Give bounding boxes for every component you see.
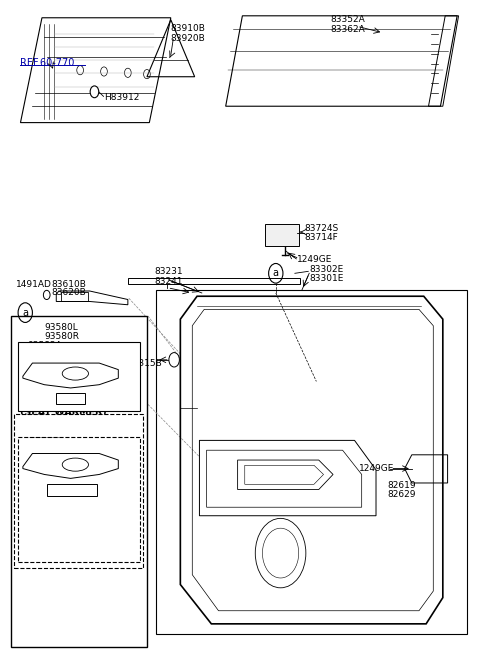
Circle shape (169, 353, 180, 367)
Text: H83912: H83912 (104, 93, 139, 102)
Text: 93580R: 93580R (44, 427, 79, 436)
Text: 82619: 82619 (387, 481, 416, 490)
Text: 83610B: 83610B (51, 280, 86, 289)
Text: 83724S: 83724S (304, 224, 339, 232)
Text: 83241: 83241 (154, 276, 182, 286)
Text: 93580L: 93580L (44, 418, 78, 427)
Text: 1249GE: 1249GE (297, 255, 333, 264)
Text: 82629: 82629 (387, 490, 416, 499)
Text: 1491AD: 1491AD (16, 280, 51, 289)
Text: 93582B: 93582B (28, 350, 62, 359)
Text: 83620B: 83620B (51, 288, 86, 297)
FancyBboxPatch shape (18, 437, 140, 562)
Text: REF.60-770: REF.60-770 (21, 58, 75, 68)
Text: 93582A: 93582A (28, 437, 62, 446)
Text: 83301E: 83301E (309, 274, 344, 283)
Text: a: a (22, 308, 28, 318)
Circle shape (90, 86, 99, 97)
Text: 93580R: 93580R (44, 332, 79, 342)
Text: 83714F: 83714F (304, 233, 338, 241)
Text: 83920B: 83920B (171, 34, 205, 43)
FancyBboxPatch shape (11, 316, 147, 647)
Text: 83910B: 83910B (171, 24, 205, 34)
Text: 83302E: 83302E (309, 265, 344, 274)
FancyBboxPatch shape (265, 224, 299, 246)
Text: (SEAT WARMER): (SEAT WARMER) (20, 409, 106, 417)
Text: 83231: 83231 (154, 268, 183, 276)
FancyBboxPatch shape (156, 290, 467, 634)
Text: 93582B: 93582B (28, 446, 62, 455)
Text: 93581F: 93581F (91, 486, 125, 495)
FancyBboxPatch shape (18, 342, 140, 411)
Text: 82315B: 82315B (128, 359, 163, 368)
Text: 83352A: 83352A (331, 15, 365, 24)
Text: 93582A: 93582A (28, 341, 62, 350)
Text: 93581F: 93581F (90, 394, 123, 403)
FancyBboxPatch shape (14, 414, 143, 568)
Text: 1249GE: 1249GE (360, 464, 395, 473)
Text: a: a (273, 268, 279, 278)
Circle shape (43, 290, 50, 299)
Text: 83362A: 83362A (331, 25, 365, 34)
Text: 93580L: 93580L (44, 323, 78, 332)
